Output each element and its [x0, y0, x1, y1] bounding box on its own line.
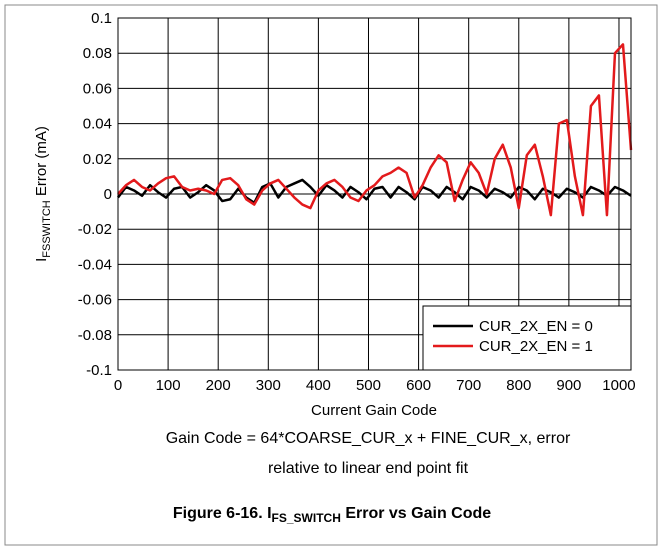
- title-main: Figure 6-16. I: [173, 505, 272, 522]
- caption-line: relative to linear end point fit: [268, 460, 469, 477]
- y-tick-label: 0.06: [83, 80, 112, 97]
- x-tick-label: 100: [156, 377, 181, 394]
- x-tick-label: 300: [256, 377, 281, 394]
- y-tick-label: -0.08: [78, 327, 112, 344]
- x-tick-label: 400: [306, 377, 331, 394]
- y-tick-label: -0.02: [78, 221, 112, 238]
- legend-label: CUR_2X_EN = 1: [479, 338, 593, 355]
- x-tick-label: 700: [456, 377, 481, 394]
- x-tick-label: 600: [406, 377, 431, 394]
- x-tick-label: 800: [506, 377, 531, 394]
- legend-label: CUR_2X_EN = 0: [479, 318, 593, 335]
- y-tick-label: 0.1: [91, 10, 112, 27]
- title-rest: Error vs Gain Code: [341, 505, 491, 522]
- x-tick-label: 1000: [602, 377, 635, 394]
- series-line: [117, 43, 633, 217]
- y-tick-label: -0.06: [78, 292, 112, 309]
- x-tick-label: 200: [206, 377, 231, 394]
- caption-line: Gain Code = 64*COARSE_CUR_x + FINE_CUR_x…: [166, 430, 571, 447]
- y-axis-label: IFSSWITCH Error (mA): [33, 126, 53, 262]
- y-tick-label: -0.1: [86, 362, 112, 379]
- y-tick-label: 0.08: [83, 45, 112, 62]
- title-sub: FS_SWITCH: [272, 511, 341, 525]
- y-tick-label: 0: [104, 186, 112, 203]
- legend-box: [422, 305, 632, 371]
- y-label-rest: Error (mA): [33, 126, 50, 200]
- figure-title: Figure 6-16. IFS_SWITCH Error vs Gain Co…: [173, 505, 491, 525]
- plot-border: [117, 17, 632, 371]
- x-tick-label: 500: [356, 377, 381, 394]
- y-tick-label: -0.04: [78, 256, 112, 273]
- y-tick-label: 0.04: [83, 116, 112, 133]
- y-label-sub: FSSWITCH: [41, 200, 53, 257]
- x-tick-label: 900: [556, 377, 581, 394]
- x-tick-label: 0: [114, 377, 122, 394]
- y-tick-label: 0.02: [83, 151, 112, 168]
- y-label-main: I: [33, 258, 50, 262]
- x-axis-label: Current Gain Code: [311, 402, 437, 419]
